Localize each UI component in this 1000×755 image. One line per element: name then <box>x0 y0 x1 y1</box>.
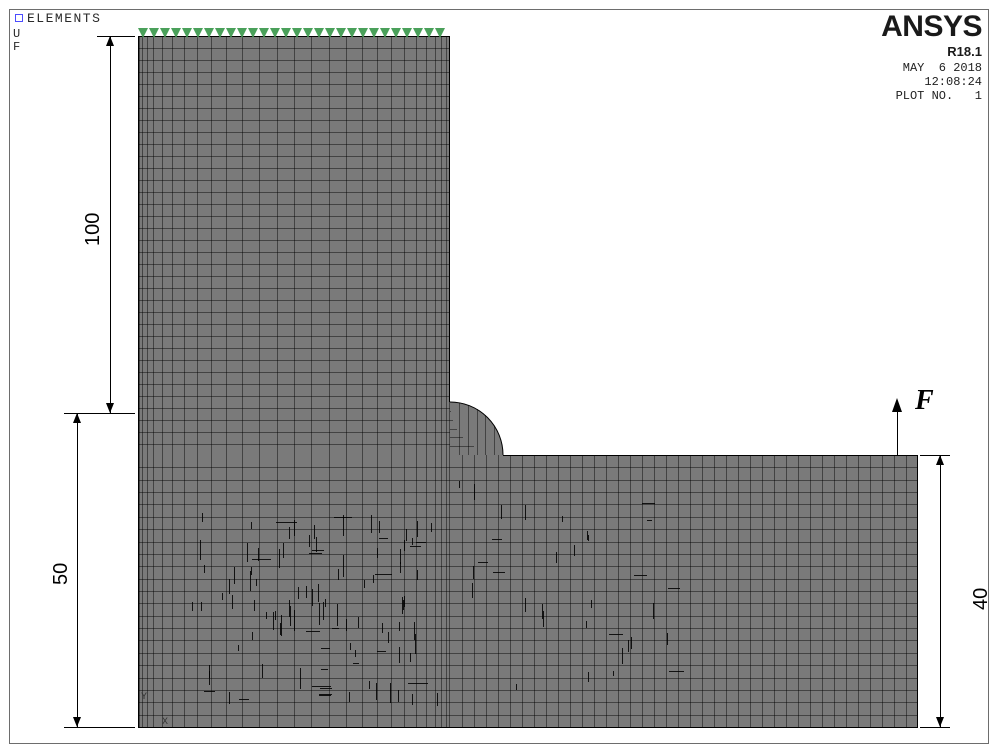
dim-l-line <box>77 413 78 727</box>
elements-text: ELEMENTS <box>27 11 101 26</box>
dim-a-tick-bot <box>920 727 950 728</box>
bc-triangle <box>171 28 181 38</box>
dim-u-arrow-bot <box>106 403 114 413</box>
plot-metadata: MAY 6 2018 12:08:24 PLOT NO. 1 <box>896 62 982 103</box>
force-arrow-shaft <box>897 410 898 455</box>
fillet-arc-outline <box>449 401 505 457</box>
bc-triangle <box>259 28 269 38</box>
software-version: R18.1 <box>947 44 982 59</box>
header-elements-label: ELEMENTS <box>13 12 101 26</box>
meta-date: MAY 6 2018 <box>903 61 982 75</box>
axis-y-label: Y <box>141 692 147 703</box>
outline-bottom <box>138 727 918 728</box>
meta-plotno: PLOT NO. 1 <box>896 89 982 103</box>
bc-triangle <box>314 28 324 38</box>
bc-triangle <box>391 28 401 38</box>
dim-l-tick-bot <box>64 727 135 728</box>
outline-right <box>917 455 918 727</box>
dim-a-arrow-bot <box>936 717 944 727</box>
outline-col-right <box>449 36 450 402</box>
bc-triangle <box>204 28 214 38</box>
bc-triangle <box>193 28 203 38</box>
bc-triangle <box>149 28 159 38</box>
outline-arm-top <box>503 455 918 456</box>
force-arrow-head <box>892 398 902 412</box>
outline-left <box>138 36 139 727</box>
bc-triangle <box>325 28 335 38</box>
dim-arm-value: 40 <box>970 588 993 610</box>
dim-a-tick-top <box>920 455 950 456</box>
axis-x-label: X <box>162 717 168 728</box>
plot-frame: ELEMENTS U F ANSYS R18.1 MAY 6 2018 12:0… <box>9 9 989 744</box>
dim-a-arrow-top <box>936 455 944 465</box>
bc-triangle <box>336 28 346 38</box>
bc-triangle <box>358 28 368 38</box>
bc-triangle <box>138 28 148 38</box>
bc-triangle <box>435 28 445 38</box>
bc-triangle <box>413 28 423 38</box>
dim-u-tick-top <box>97 36 135 37</box>
dim-u-arrow-top <box>106 36 114 46</box>
bc-triangle <box>215 28 225 38</box>
bc-triangle <box>270 28 280 38</box>
dim-u-line <box>110 36 111 413</box>
bc-triangle <box>248 28 258 38</box>
dim-l-arrow-bot <box>73 717 81 727</box>
meta-time: 12:08:24 <box>924 75 982 89</box>
dim-lower-value: 50 <box>50 563 73 585</box>
software-logo: ANSYS <box>881 12 982 42</box>
dim-a-line <box>940 455 941 727</box>
force-label: F <box>915 385 934 417</box>
bc-triangle <box>182 28 192 38</box>
bc-triangle <box>226 28 236 38</box>
bc-triangle <box>380 28 390 38</box>
bc-triangle <box>424 28 434 38</box>
bc-triangle <box>292 28 302 38</box>
mesh-arm <box>138 455 918 727</box>
flag-u: U <box>13 28 22 41</box>
bc-triangle <box>347 28 357 38</box>
header-subflags: U F <box>13 28 22 53</box>
bc-triangle <box>303 28 313 38</box>
dim-l-arrow-top <box>73 413 81 423</box>
bc-triangle <box>281 28 291 38</box>
boundary-conditions-top <box>138 24 450 38</box>
flag-f: F <box>13 41 22 54</box>
bc-triangle <box>160 28 170 38</box>
bc-triangle <box>237 28 247 38</box>
dim-upper-value: 100 <box>82 213 105 246</box>
bc-triangle <box>402 28 412 38</box>
bc-triangle <box>369 28 379 38</box>
